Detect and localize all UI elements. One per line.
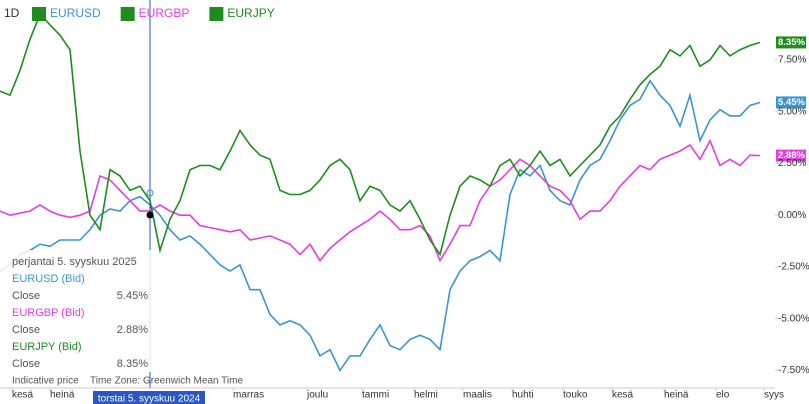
legend-icon [32, 7, 46, 21]
x-tick-label: joulu [306, 390, 328, 401]
x-tick-label: elo [716, 390, 730, 401]
tooltip-series: EURJPY (Bid) [12, 341, 81, 353]
legend-icon-text [38, 11, 39, 18]
series-line [0, 138, 761, 263]
crosshair-label: torstai 5. syyskuu 2024 [98, 394, 201, 404]
x-tick-label: kesä [12, 390, 34, 401]
x-tick-label: huhti [512, 390, 534, 401]
footer-timezone: Time Zone: Greenwich Mean Time [90, 376, 243, 387]
footer-note: Indicative price [12, 376, 79, 387]
tooltip-field: Close [12, 290, 40, 302]
x-tick-label: helmi [414, 390, 438, 401]
hover-point [146, 211, 154, 219]
x-tick-label: touko [563, 390, 588, 401]
y-tick-label: 2.50% [778, 158, 806, 169]
crosshair-label-bg [93, 391, 205, 404]
y-tick-label: -2.50% [778, 262, 809, 273]
last-value-label: 5.45% [778, 97, 805, 108]
y-tick-label: 7.50% [778, 55, 806, 66]
last-value-tag [776, 96, 806, 109]
x-tick-label: marras [233, 390, 264, 401]
last-value-tag [776, 36, 806, 49]
last-value-label: 2.88% [778, 150, 805, 161]
tooltip-series: EURUSD (Bid) [12, 273, 85, 285]
tooltip-value: 2.88% [117, 324, 148, 336]
tooltip-date: perjantai 5. syyskuu 2025 [12, 256, 137, 268]
tooltip-field: Close [12, 324, 40, 336]
tooltip-value: 8.35% [117, 358, 148, 370]
last-value-tag [776, 149, 806, 162]
interval: 1D [4, 6, 20, 20]
x-tick-label: heinä [664, 390, 689, 401]
x-tick-label: tammi [362, 390, 389, 401]
legend-icon-text [127, 11, 128, 18]
x-tick-label: heinä [50, 390, 75, 401]
tooltip-series: EURGBP (Bid) [12, 307, 85, 319]
x-tick-label: syys [764, 390, 784, 401]
legend-label: EURUSD [50, 6, 101, 20]
series-line [0, 79, 761, 372]
plot-area: 5.45% 2.88% 8.35% [0, 13, 806, 391]
y-tick-label: 0.00% [778, 210, 806, 221]
x-tick-label: kesä [612, 390, 634, 401]
legend-icon-text [216, 11, 217, 18]
tooltip-bg [0, 250, 154, 372]
tooltip-field: Close [12, 358, 40, 370]
x-tick-label: maalis [463, 390, 492, 401]
tooltip-value: 5.45% [117, 290, 148, 302]
tooltip: perjantai 5. syyskuu 2025 EURUSD (Bid) Clo… [0, 250, 154, 372]
legend-label: EURJPY [227, 6, 274, 20]
y-tick-label: -5.00% [778, 313, 809, 324]
hover-marker [146, 189, 154, 197]
legend-icon [120, 7, 135, 21]
last-value-label: 8.35% [778, 37, 805, 48]
y-tick-label: -7.50% [778, 365, 809, 376]
series-line [0, 13, 761, 257]
legend-label: EURGBP [139, 6, 190, 20]
legend-icon [209, 7, 224, 21]
y-tick-label: 5.00% [778, 106, 806, 117]
